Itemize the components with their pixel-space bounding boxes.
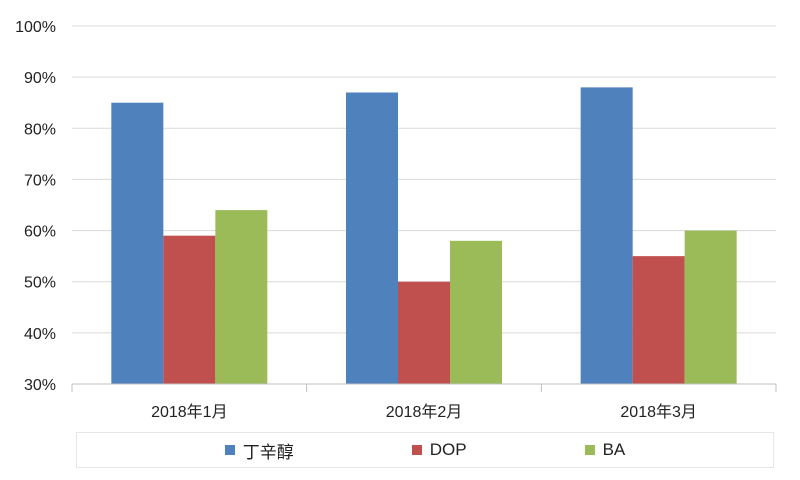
bars — [111, 87, 737, 384]
x-axis: 2018年1月 2018年2月 2018年3月 — [71, 383, 777, 421]
legend-swatch-series-2 — [411, 445, 422, 455]
legend-swatch-series-1 — [224, 445, 235, 455]
legend: 丁辛醇 DOP BA — [76, 432, 774, 468]
bar-series-1-category-3 — [580, 87, 633, 384]
x-tick-label: 2018年1月 — [151, 403, 228, 421]
bar-series-1-category-1 — [111, 102, 164, 384]
bar-series-3-category-1 — [215, 210, 268, 384]
legend-item-series-1: 丁辛醇 — [224, 438, 294, 463]
bar-series-3-category-3 — [684, 230, 737, 384]
y-tick-label: 60% — [24, 224, 56, 241]
y-axis-tick-labels: 30% 40% 50% 60% 70% 80% 90% 100% — [15, 19, 56, 394]
legend-item-series-3: BA — [584, 440, 626, 460]
x-tick-label: 2018年3月 — [620, 403, 697, 421]
y-tick-label: 90% — [24, 70, 56, 87]
bar-series-2-category-3 — [632, 256, 685, 384]
legend-label-series-2: DOP — [429, 440, 467, 459]
bar-series-3-category-2 — [450, 240, 502, 384]
legend-label-series-3: BA — [602, 440, 626, 459]
bar-chart: 30% 40% 50% 60% 70% 80% 90% 100% 2018年1月 2018年2月… — [15, 19, 777, 421]
y-tick-label: 30% — [24, 377, 56, 394]
legend-label-series-1: 丁辛醇 — [242, 442, 294, 462]
y-tick-label: 80% — [24, 121, 56, 138]
y-tick-label: 70% — [24, 172, 56, 189]
legend-swatch-series-3 — [584, 445, 595, 455]
y-tick-label: 100% — [15, 19, 56, 36]
y-tick-label: 50% — [24, 275, 56, 292]
bar-series-1-category-2 — [346, 92, 398, 384]
x-tick-label: 2018年2月 — [386, 403, 463, 421]
bar-series-2-category-1 — [163, 235, 216, 384]
legend-item-series-2: DOP — [411, 440, 467, 460]
y-tick-label: 40% — [24, 326, 56, 343]
bar-series-2-category-2 — [398, 281, 450, 384]
